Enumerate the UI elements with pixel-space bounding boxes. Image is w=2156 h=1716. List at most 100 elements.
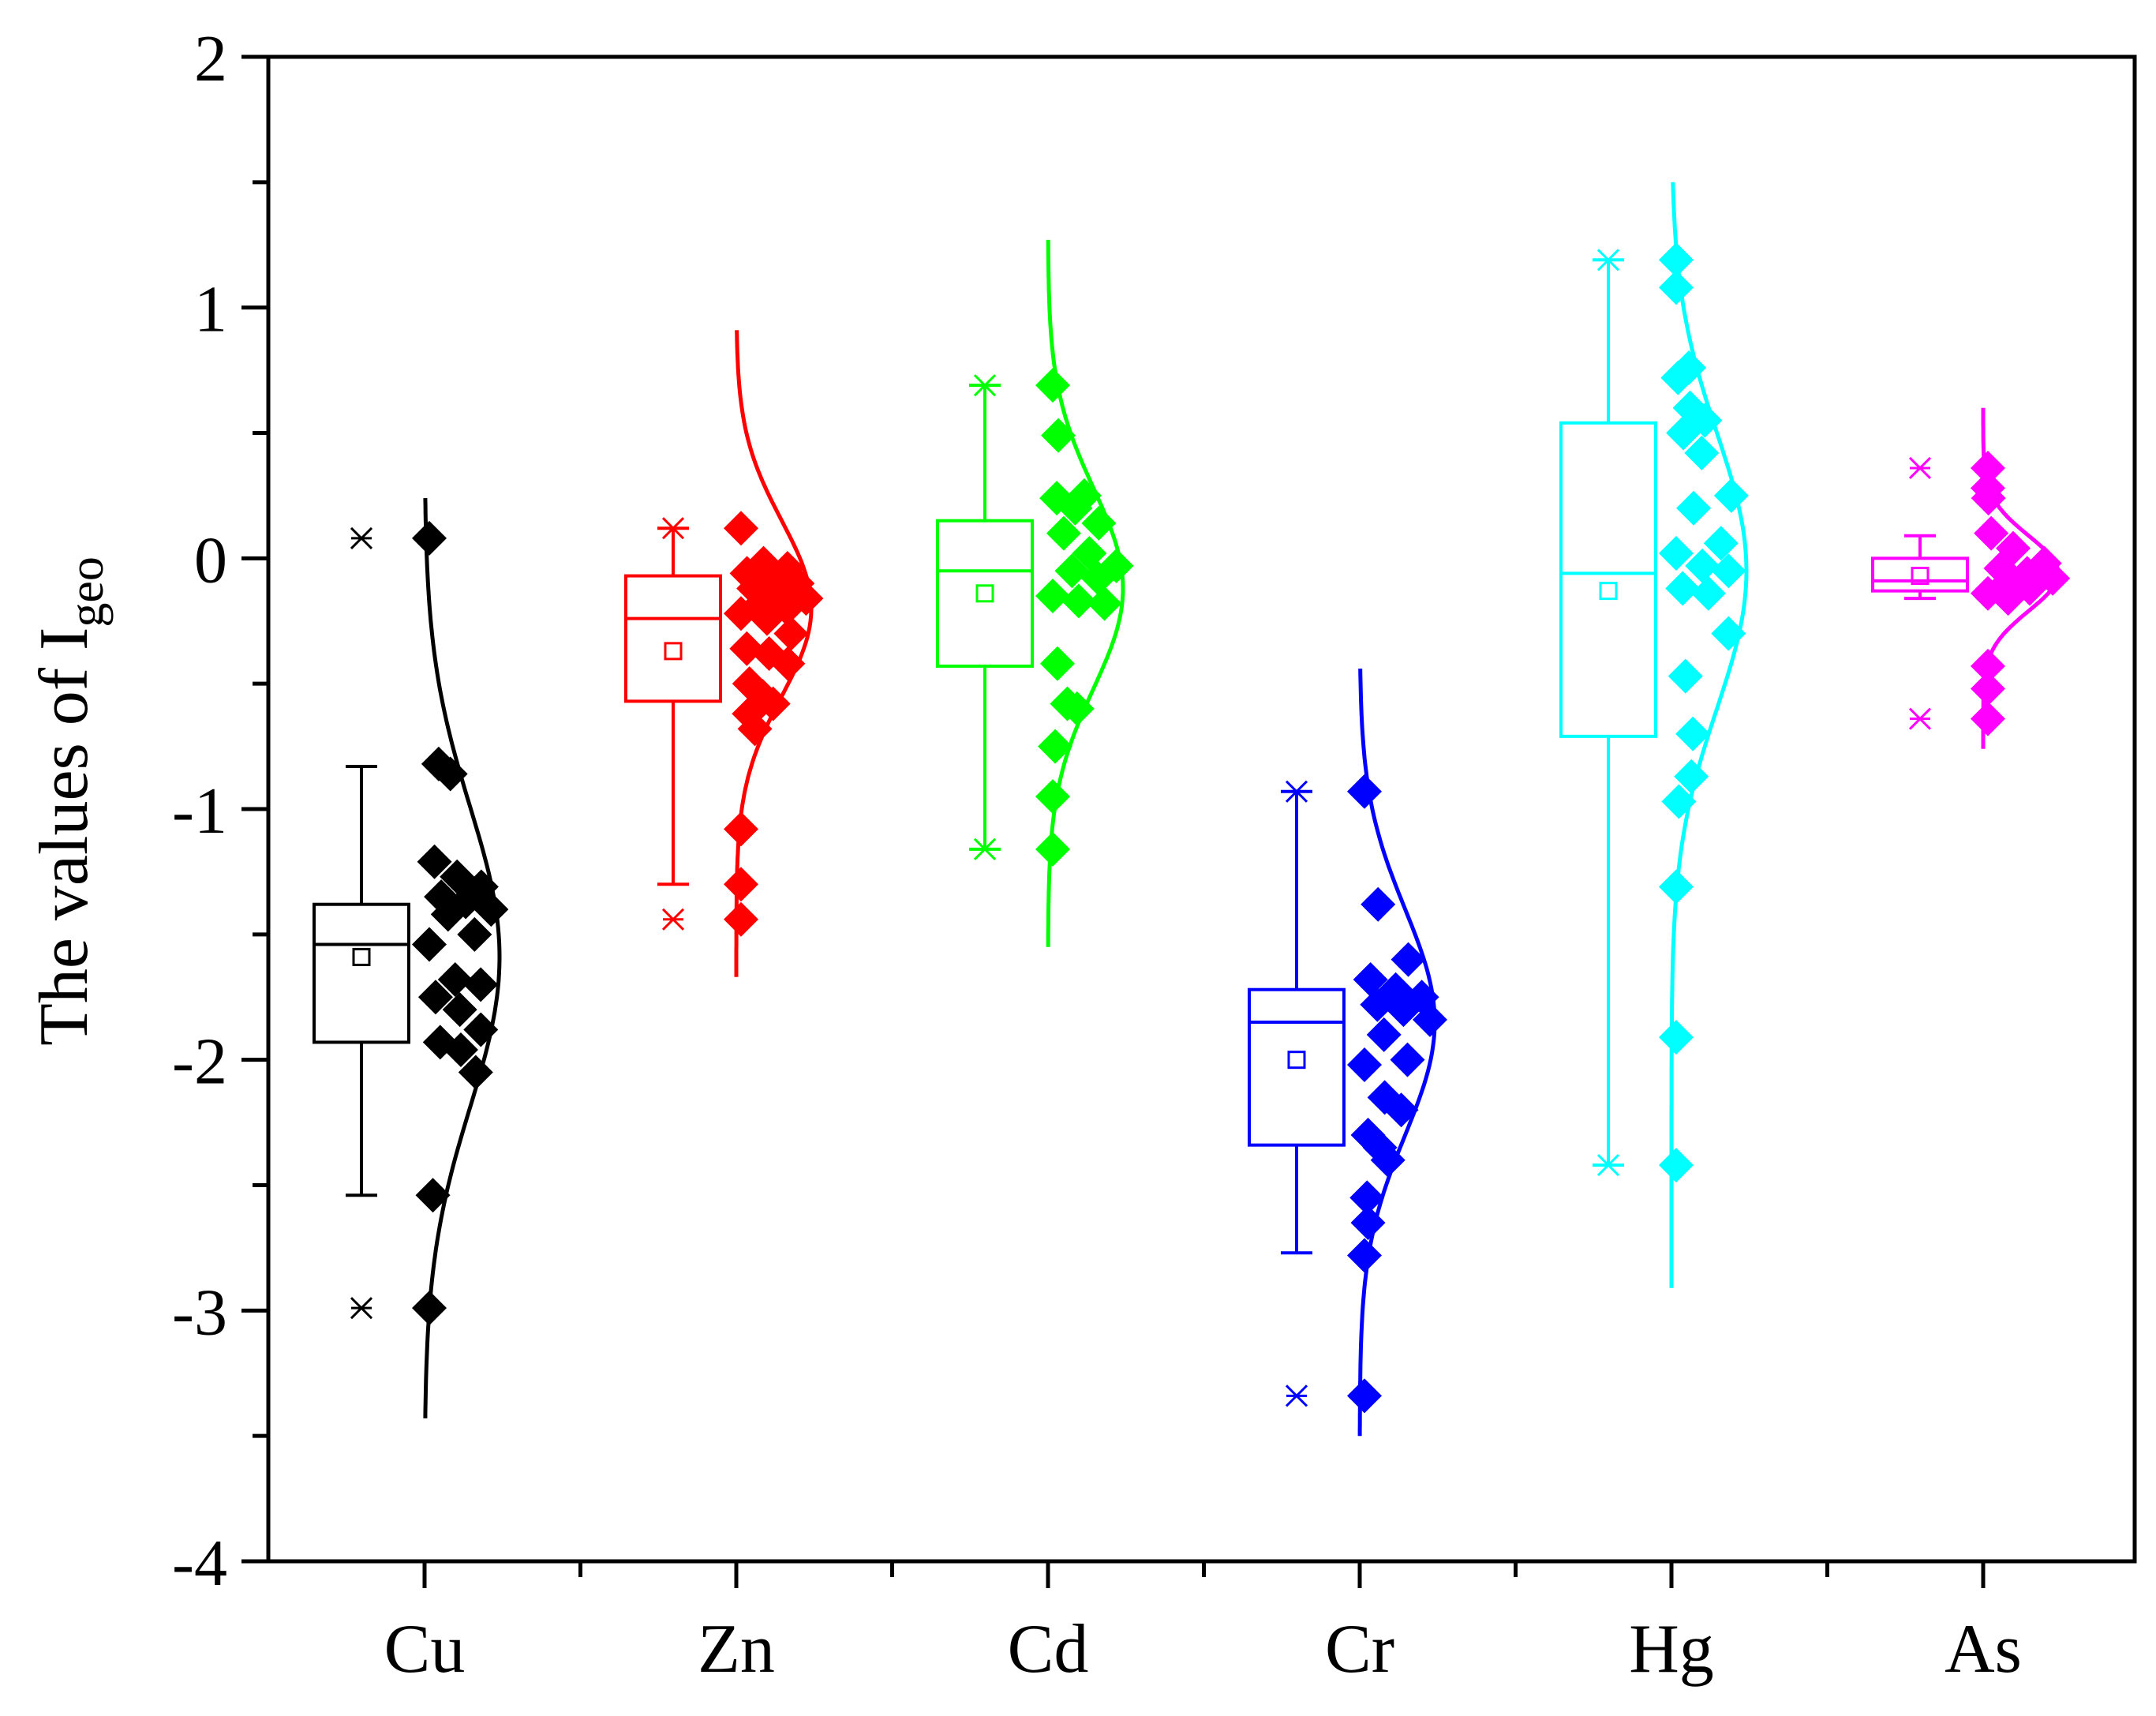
data-point [724,511,758,546]
data-point [1711,616,1746,651]
data-point [1659,535,1694,571]
series-layer [313,182,2071,1437]
data-point [1971,701,2005,736]
data-point [1971,648,2005,684]
data-point [412,927,447,962]
y-axis-title-subscript: geo [60,556,114,628]
data-point [1087,586,1122,621]
mean-marker [1287,1051,1306,1070]
data-point [1035,368,1070,403]
mean-marker [352,947,371,966]
data-point [1690,575,1726,611]
data-point [1350,1205,1386,1241]
max-marker [1908,456,1932,480]
data-point [1038,729,1073,764]
data-point [1665,571,1701,606]
box [1248,987,1346,1147]
data-point [1666,415,1701,451]
data-point [773,616,809,651]
data-point [1081,505,1117,541]
data-point [1661,784,1697,819]
data-point [724,901,758,937]
data-point [417,844,452,879]
data-point [1974,515,2009,551]
data-point [473,892,509,927]
min-marker [350,1297,373,1320]
data-point [1054,553,1090,589]
data-point [1659,1148,1694,1183]
data-point [1412,1002,1447,1037]
data-point [1059,691,1095,726]
box [936,519,1034,668]
y-tick-label: 0 [194,523,227,597]
data-point [1659,270,1694,305]
data-point [430,897,466,932]
data-point [1080,560,1116,596]
mean-marker [975,584,994,603]
data-point [1347,774,1382,809]
min-marker [1908,707,1932,730]
data-point [1347,1047,1382,1083]
data-point [1386,992,1421,1028]
data-point [1347,1238,1382,1273]
data-point [412,1291,447,1326]
data-point [1675,716,1711,751]
data-point [415,1178,451,1213]
distribution-curve [423,498,502,1418]
min-marker [1596,1154,1620,1177]
data-point [1360,987,1395,1022]
data-point [463,1012,499,1047]
y-tick-label: 2 [194,22,227,96]
data-point [1659,869,1694,905]
max-marker [661,517,685,540]
series-hg [1559,182,1749,1288]
data-point [1390,1042,1425,1077]
data-point [749,601,784,636]
data-point [458,1055,493,1090]
min-marker [661,908,685,931]
y-axis-title-main: The values of I [26,628,103,1046]
data-point [1061,583,1096,619]
x-category-label: Cd [1008,1611,1089,1688]
data-point [724,811,758,847]
mean-marker [664,642,683,661]
y-tick-label: -1 [172,774,227,848]
series-cd [936,239,1134,947]
data-point [1361,886,1396,922]
data-point [1041,418,1076,453]
data-point [443,1032,478,1067]
data-point [1685,548,1720,583]
axis-layer: -4 -3 -2 -1 0 1 2 Cu Zn Cd Cr Hg As [172,22,2022,1688]
data-point [1035,578,1070,613]
box [1871,556,1969,593]
series-cu [313,498,509,1418]
data-point [1659,242,1694,278]
data-point [1703,526,1739,561]
box [1559,421,1657,738]
y-tick-label: -4 [172,1527,227,1600]
data-point [457,916,492,952]
data-point [1676,490,1712,526]
y-tick-label: 1 [194,273,227,347]
data-point [1353,962,1388,998]
data-point [1713,478,1749,513]
x-category-label: Cu [384,1611,466,1688]
data-point [1046,515,1081,551]
data-point [1391,942,1426,977]
box [313,902,410,1044]
data-point [1971,481,2006,516]
distribution-curve [1046,239,1125,947]
data-point [1349,1180,1385,1216]
series-cr [1248,669,1447,1437]
data-point [1668,658,1703,694]
max-marker [973,374,997,397]
max-marker [350,526,373,549]
data-point [412,520,447,556]
data-point [1039,646,1075,681]
series-as [1871,407,2071,749]
data-point [437,962,473,998]
data-point [1674,759,1709,794]
data-point [1366,1017,1402,1052]
